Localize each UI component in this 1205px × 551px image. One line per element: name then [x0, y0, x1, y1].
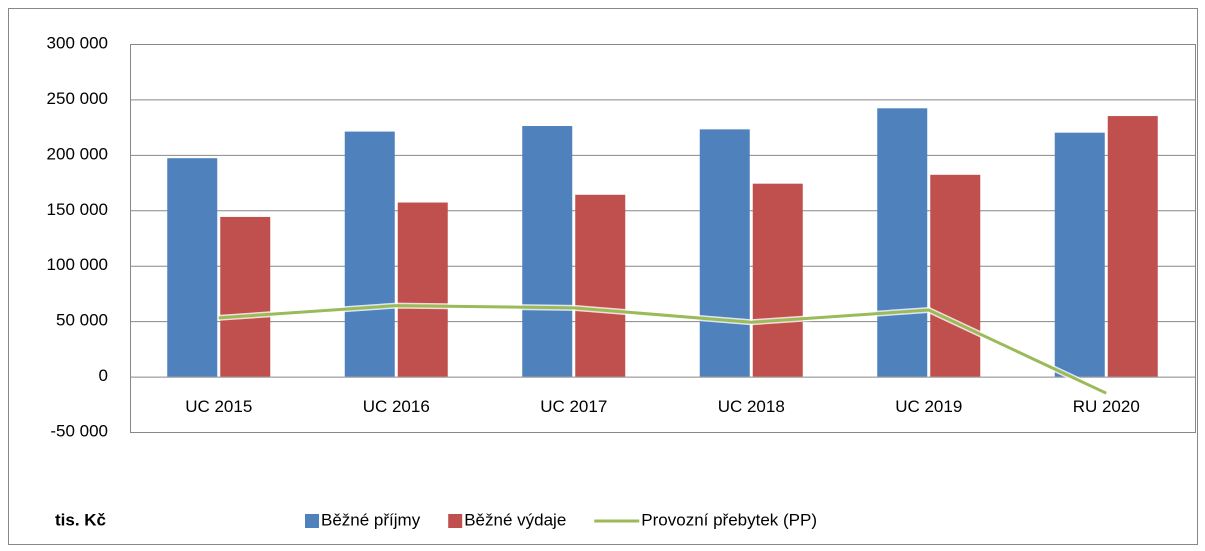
x-tick-label: UC 2015 [185, 397, 252, 416]
bar [167, 158, 218, 377]
line [218, 304, 1107, 395]
bar [877, 108, 928, 377]
legend-label: Provozní přebytek (PP) [641, 510, 817, 529]
y-tick-label: 150 000 [47, 200, 108, 219]
bar [344, 131, 395, 377]
unit-label: tis. Kč [55, 510, 106, 529]
x-tick-label: UC 2016 [363, 397, 430, 416]
y-tick-label: 50 000 [56, 311, 108, 330]
y-tick-label: 250 000 [47, 89, 108, 108]
bar [752, 183, 803, 377]
x-tick-label: UC 2019 [895, 397, 962, 416]
bar [522, 126, 573, 377]
x-tick-label: UC 2017 [540, 397, 607, 416]
bar [575, 194, 626, 377]
x-tick-label: UC 2018 [718, 397, 785, 416]
plot-border [130, 44, 1196, 433]
y-tick-label: 0 [99, 366, 108, 385]
bar [699, 129, 750, 377]
y-tick-label: 300 000 [47, 33, 108, 52]
legend-label: Běžné příjmy [321, 510, 421, 529]
y-tick-label: -50 000 [50, 421, 108, 440]
bar [1054, 132, 1105, 377]
bar [397, 202, 448, 377]
legend-label: Běžné výdaje [464, 510, 566, 529]
bar [220, 216, 271, 377]
legend-swatch [305, 514, 319, 528]
y-tick-label: 100 000 [47, 255, 108, 274]
legend-swatch [448, 514, 463, 528]
bar [930, 174, 981, 377]
y-tick-label: 200 000 [47, 144, 108, 163]
x-tick-label: RU 2020 [1073, 397, 1140, 416]
bar [1107, 116, 1158, 377]
